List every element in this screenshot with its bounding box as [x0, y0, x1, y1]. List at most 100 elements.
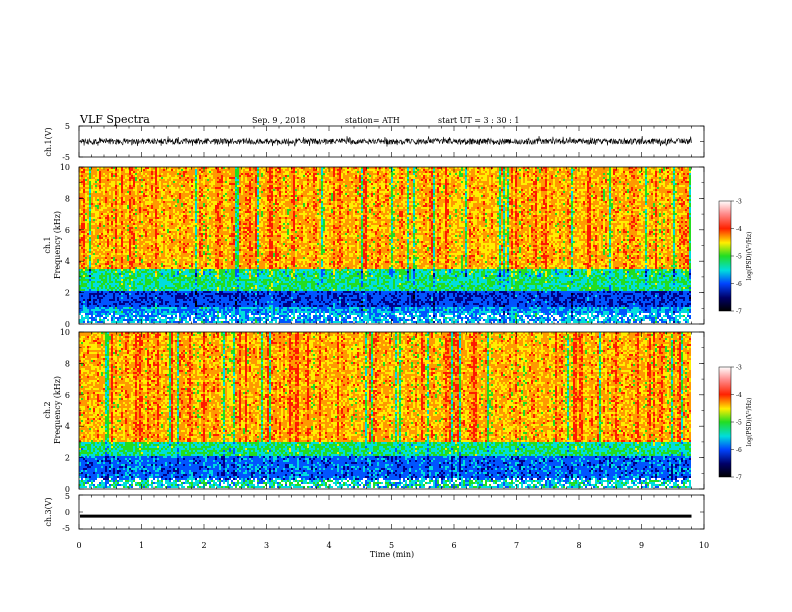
spectrogram-cell: [155, 183, 157, 185]
spectrogram-cell: [125, 267, 127, 269]
spectrogram-cell: [125, 293, 127, 295]
spectrogram-cell: [171, 289, 173, 291]
spectrogram-cell: [177, 287, 179, 289]
spectrogram-cell: [109, 205, 111, 207]
spectrogram-cell: [185, 247, 187, 249]
spectrogram-cell: [83, 235, 85, 237]
spectrogram-cell: [121, 195, 123, 197]
spectrogram-cell: [161, 313, 163, 315]
spectrogram-cell: [159, 223, 161, 225]
spectrogram-cell: [107, 215, 109, 217]
spectrogram-cell: [147, 225, 149, 227]
spectrogram-cell: [103, 287, 105, 289]
spectrogram-cell: [183, 319, 185, 321]
spectrogram-cell: [103, 197, 105, 199]
spectrogram-cell: [139, 221, 141, 223]
spectrogram-cell: [197, 223, 199, 225]
spectrogram-cell: [137, 279, 139, 281]
spectrogram-cell: [99, 297, 101, 299]
spectrogram-cell: [105, 275, 107, 277]
spectrogram-cell: [151, 171, 153, 173]
spectrogram-cell: [137, 219, 139, 221]
spectrogram-cell: [175, 207, 177, 209]
spectrogram-cell: [157, 291, 159, 293]
spectrogram-cell: [143, 247, 145, 249]
spectrogram-cell: [199, 191, 201, 193]
spectrogram-cell: [161, 223, 163, 225]
spectrogram-cell: [91, 239, 93, 241]
spectrogram-cell: [79, 203, 81, 205]
spectrogram-cell: [133, 233, 135, 235]
spectrogram-cell: [161, 205, 163, 207]
spectrogram-cell: [185, 287, 187, 289]
spectrogram-cell: [151, 255, 153, 257]
spectrogram-cell: [187, 175, 189, 177]
spectrogram-cell: [169, 295, 171, 297]
spectrogram-cell: [137, 263, 139, 265]
spectrogram-cell: [137, 253, 139, 255]
spectrogram-cell: [97, 275, 99, 277]
spectrogram-cell: [151, 293, 153, 295]
spectrogram-cell: [157, 253, 159, 255]
spectrogram-cell: [181, 277, 183, 279]
spectrogram-cell: [175, 225, 177, 227]
spectrogram-cell: [153, 303, 155, 305]
spectrogram-cell: [145, 213, 147, 215]
spectrogram-cell: [183, 225, 185, 227]
spectrogram-cell: [101, 285, 103, 287]
spectrogram-cell: [199, 293, 201, 295]
spectrogram-cell: [181, 273, 183, 275]
spectrogram-cell: [123, 303, 125, 305]
spectrogram-cell: [139, 309, 141, 311]
spectrogram-cell: [155, 197, 157, 199]
spectrogram-cell: [103, 213, 105, 215]
spectrogram-cell: [97, 181, 99, 183]
spectrogram-cell: [201, 245, 203, 247]
spectrogram-cell: [147, 195, 149, 197]
spectrogram-cell: [85, 293, 87, 295]
spectrogram-cell: [151, 195, 153, 197]
spectrogram-cell: [137, 187, 139, 189]
spectrogram-cell: [145, 179, 147, 181]
spectrogram-cell: [145, 289, 147, 291]
spectrogram-cell: [173, 225, 175, 227]
spectrogram-cell: [81, 213, 83, 215]
spectrogram-cell: [157, 239, 159, 241]
spectrogram-cell: [173, 303, 175, 305]
spectrogram-cell: [143, 203, 145, 205]
spectrogram-cell: [173, 197, 175, 199]
spectrogram-cell: [161, 295, 163, 297]
spectrogram-cell: [157, 261, 159, 263]
spectrogram-cell: [187, 279, 189, 281]
spectrogram-cell: [81, 185, 83, 187]
spectrogram-cell: [173, 187, 175, 189]
spectrogram-cell: [87, 211, 89, 213]
spectrogram-cell: [199, 315, 201, 317]
spectrogram-cell: [155, 301, 157, 303]
spectrogram-cell: [135, 263, 137, 265]
spectrogram-cell: [131, 175, 133, 177]
spectrogram-cell: [159, 297, 161, 299]
spectrogram-cell: [117, 285, 119, 287]
spectrogram-cell: [95, 229, 97, 231]
spectrogram-cell: [191, 253, 193, 255]
spectrogram-cell: [161, 221, 163, 223]
spectrogram-cell: [153, 263, 155, 265]
spectrogram-cell: [145, 177, 147, 179]
spectrogram-cell: [195, 205, 197, 207]
spectrogram-cell: [123, 285, 125, 287]
spectrogram-cell: [125, 311, 127, 313]
spectrogram-cell: [107, 291, 109, 293]
spectrogram-cell: [119, 211, 121, 213]
spectrogram-cell: [141, 319, 143, 321]
spectrogram-cell: [131, 229, 133, 231]
spectrogram-cell: [89, 213, 91, 215]
spectrogram-cell: [195, 239, 197, 241]
spectrogram-cell: [175, 209, 177, 211]
spectrogram-cell: [89, 223, 91, 225]
spectrogram-cell: [85, 273, 87, 275]
spectrogram-cell: [199, 169, 201, 171]
spectrogram-cell: [87, 215, 89, 217]
spectrogram-cell: [119, 169, 121, 171]
spectrogram-cell: [135, 177, 137, 179]
